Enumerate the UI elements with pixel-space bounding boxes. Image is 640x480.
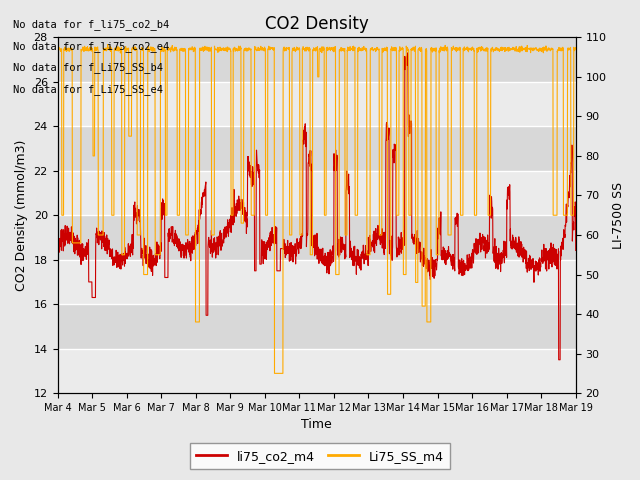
li75_co2_m4	[555, 357, 563, 363]
li75_co2_m4	[342, 183, 350, 189]
li75_co2_m4	[467, 259, 475, 265]
Legend: li75_co2_m4, Li75_SS_m4: li75_co2_m4, Li75_SS_m4	[189, 444, 451, 469]
Y-axis label: CO2 Density (mmol/m3): CO2 Density (mmol/m3)	[15, 140, 28, 291]
Li75_SS_m4	[527, 46, 534, 51]
Bar	[58, 260, 576, 304]
Text: No data for f_Li75_SS_e4: No data for f_Li75_SS_e4	[13, 84, 163, 95]
X-axis label: Time: Time	[301, 419, 332, 432]
li75_co2_m4	[572, 248, 580, 253]
Li75_SS_m4	[572, 46, 580, 51]
li75_co2_m4	[332, 166, 339, 172]
li75_co2_m4	[54, 252, 61, 258]
Li75_SS_m4	[467, 48, 475, 53]
Text: No data for f_li75_co2_b4: No data for f_li75_co2_b4	[13, 19, 169, 30]
Li75_SS_m4	[332, 272, 340, 277]
li75_co2_m4	[404, 50, 412, 56]
li75_co2_m4	[198, 194, 206, 200]
li75_co2_m4	[541, 254, 548, 260]
Line: li75_co2_m4: li75_co2_m4	[58, 53, 576, 360]
Title: CO2 Density: CO2 Density	[265, 15, 369, 33]
li75_co2_m4	[526, 253, 534, 259]
Bar	[58, 171, 576, 215]
Li75_SS_m4	[104, 42, 111, 48]
Li75_SS_m4	[271, 371, 278, 376]
Y-axis label: LI-7500 SS: LI-7500 SS	[612, 181, 625, 249]
Bar	[58, 82, 576, 126]
Text: No data for f_li75_co2_e4: No data for f_li75_co2_e4	[13, 41, 169, 52]
Li75_SS_m4	[198, 45, 206, 50]
Li75_SS_m4	[343, 232, 351, 238]
Li75_SS_m4	[541, 45, 548, 51]
Text: No data for f_Li75_SS_b4: No data for f_Li75_SS_b4	[13, 62, 163, 73]
Li75_SS_m4	[54, 46, 61, 51]
Bar	[58, 348, 576, 393]
Line: Li75_SS_m4: Li75_SS_m4	[58, 45, 576, 373]
